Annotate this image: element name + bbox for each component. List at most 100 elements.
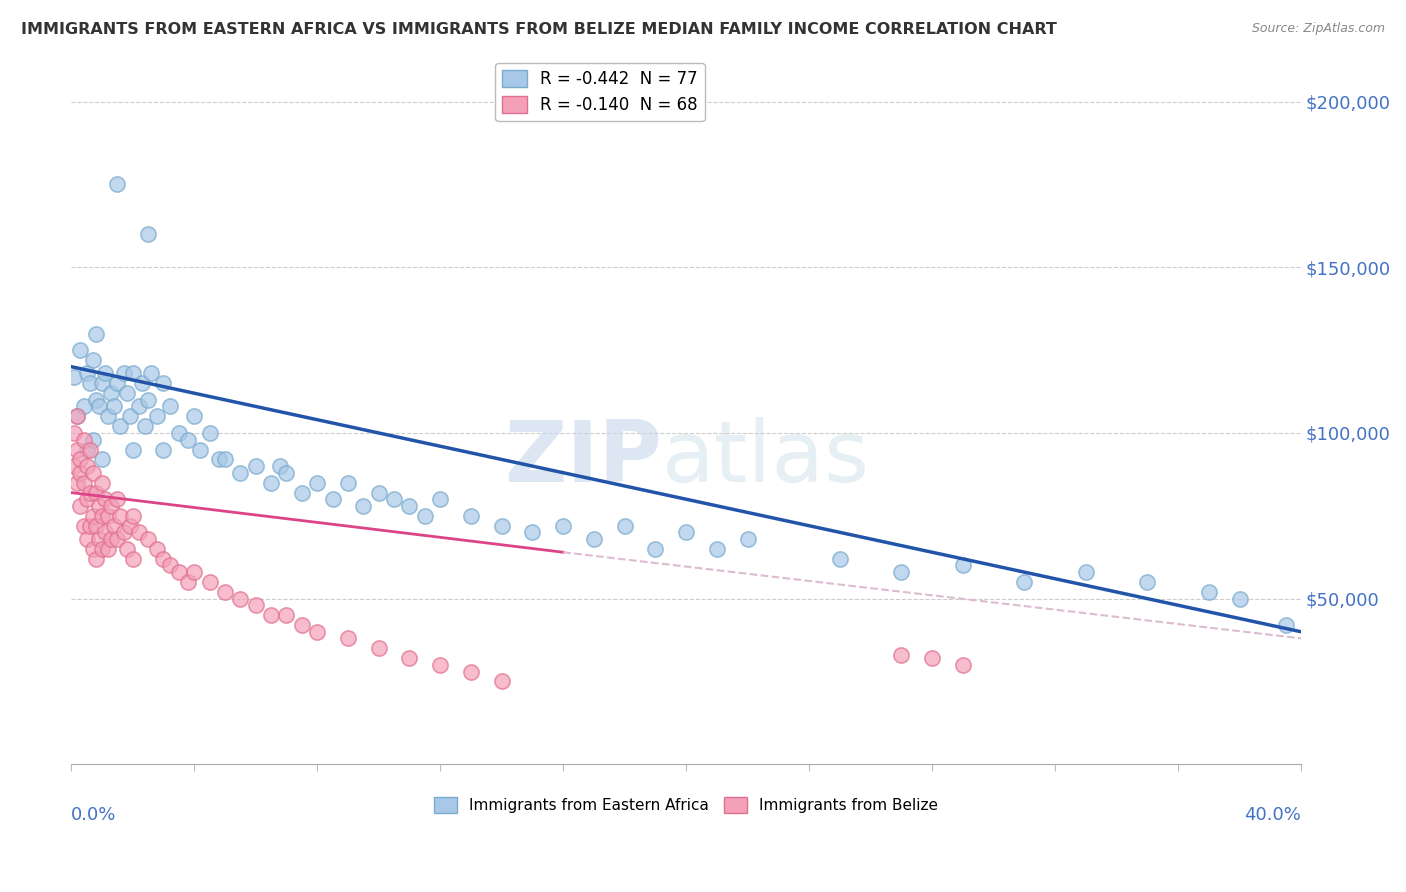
Point xyxy=(94,367,117,381)
Point xyxy=(276,466,298,480)
Point xyxy=(79,485,101,500)
Point xyxy=(97,541,120,556)
Point xyxy=(97,508,120,523)
Point xyxy=(91,541,114,556)
Legend: Immigrants from Eastern Africa, Immigrants from Belize: Immigrants from Eastern Africa, Immigran… xyxy=(427,791,945,819)
Point xyxy=(208,452,231,467)
Point xyxy=(553,518,575,533)
Point xyxy=(94,525,117,540)
Point xyxy=(91,376,114,391)
Point xyxy=(613,518,636,533)
Point xyxy=(190,442,212,457)
Point xyxy=(307,475,329,490)
Text: 0.0%: 0.0% xyxy=(72,806,117,824)
Point xyxy=(159,400,181,414)
Point xyxy=(100,532,122,546)
Point xyxy=(429,657,451,672)
Point xyxy=(112,525,135,540)
Point xyxy=(84,518,107,533)
Point xyxy=(82,433,104,447)
Point xyxy=(110,508,132,523)
Point xyxy=(491,674,513,689)
Point xyxy=(121,552,143,566)
Point xyxy=(105,376,128,391)
Point xyxy=(76,459,98,474)
Point xyxy=(413,508,436,523)
Point xyxy=(100,386,122,401)
Point xyxy=(76,442,98,457)
Point xyxy=(66,442,89,457)
Point xyxy=(491,518,513,533)
Point xyxy=(1274,618,1296,632)
Point xyxy=(229,466,252,480)
Point xyxy=(336,632,359,646)
Point xyxy=(214,452,236,467)
Point xyxy=(72,400,94,414)
Point xyxy=(79,442,101,457)
Point xyxy=(118,518,141,533)
Point xyxy=(198,575,221,590)
Point xyxy=(76,532,98,546)
Point xyxy=(890,648,912,662)
Point xyxy=(69,343,91,358)
Point xyxy=(183,409,205,424)
Point xyxy=(737,532,759,546)
Y-axis label: Median Family Income: Median Family Income xyxy=(0,331,7,502)
Text: ZIP: ZIP xyxy=(503,417,662,500)
Point xyxy=(367,485,389,500)
Point xyxy=(105,532,128,546)
Point xyxy=(152,552,174,566)
Point xyxy=(177,433,200,447)
Point xyxy=(63,425,86,440)
Point xyxy=(69,452,91,467)
Point xyxy=(460,665,482,679)
Point xyxy=(260,475,283,490)
Point xyxy=(214,585,236,599)
Point xyxy=(94,492,117,507)
Point xyxy=(183,565,205,579)
Point xyxy=(307,624,329,639)
Point xyxy=(84,485,107,500)
Point xyxy=(128,525,150,540)
Text: Source: ZipAtlas.com: Source: ZipAtlas.com xyxy=(1251,22,1385,36)
Point xyxy=(79,518,101,533)
Point xyxy=(112,367,135,381)
Point xyxy=(177,575,200,590)
Point xyxy=(828,552,851,566)
Point xyxy=(131,376,153,391)
Point xyxy=(398,651,420,665)
Point xyxy=(134,419,156,434)
Point xyxy=(522,525,544,540)
Point xyxy=(141,367,163,381)
Point xyxy=(63,369,86,384)
Point xyxy=(84,326,107,341)
Point xyxy=(1198,585,1220,599)
Point xyxy=(322,492,344,507)
Point xyxy=(890,565,912,579)
Point xyxy=(291,618,314,632)
Point xyxy=(1229,591,1251,606)
Text: atlas: atlas xyxy=(662,417,869,500)
Point xyxy=(269,459,291,474)
Point xyxy=(87,499,110,513)
Point xyxy=(82,541,104,556)
Point xyxy=(260,608,283,623)
Point xyxy=(110,419,132,434)
Point xyxy=(952,558,974,573)
Point xyxy=(76,367,98,381)
Point xyxy=(69,499,91,513)
Point xyxy=(82,353,104,368)
Point xyxy=(460,508,482,523)
Point xyxy=(1136,575,1159,590)
Point xyxy=(245,599,267,613)
Point xyxy=(121,442,143,457)
Point xyxy=(87,400,110,414)
Point xyxy=(97,409,120,424)
Point xyxy=(136,392,159,407)
Point xyxy=(229,591,252,606)
Point xyxy=(276,608,298,623)
Point xyxy=(1014,575,1036,590)
Text: 40.0%: 40.0% xyxy=(1244,806,1301,824)
Point xyxy=(336,475,359,490)
Point xyxy=(103,518,125,533)
